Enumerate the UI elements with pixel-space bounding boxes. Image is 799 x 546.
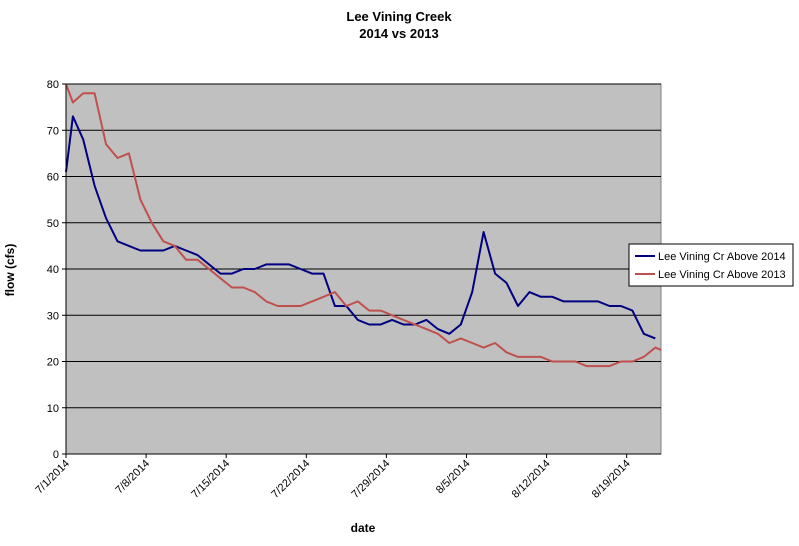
x-tick-label: 7/8/2014 (113, 458, 152, 497)
legend: Lee Vining Cr Above 2014 Lee Vining Cr A… (628, 243, 794, 287)
x-tick-label: 7/1/2014 (33, 458, 72, 497)
series-line-2014 (65, 115, 656, 340)
chart-subtitle: 2014 vs 2013 (359, 26, 439, 41)
y-tick-label: 30 (47, 310, 59, 322)
x-tick-label: 8/19/2014 (590, 458, 633, 501)
y-tick-label: 80 (47, 79, 59, 91)
chart-title: Lee Vining Creek (346, 9, 452, 24)
y-tick-label: 70 (47, 125, 59, 137)
y-axis-ticks: 0 10 20 30 40 50 60 70 80 (47, 79, 66, 461)
x-axis-ticks: 7/1/2014 7/8/2014 7/15/2014 7/22/2014 7/29/2… (33, 454, 633, 501)
y-tick-label: 40 (47, 264, 59, 276)
y-tick-label: 0 (53, 449, 59, 461)
x-axis-label: date (351, 521, 376, 535)
y-tick-label: 20 (47, 357, 59, 369)
legend-box (628, 243, 794, 287)
x-tick-label: 7/15/2014 (189, 458, 232, 501)
y-tick-label: 10 (47, 403, 59, 415)
x-tick-label: 8/5/2014 (434, 458, 473, 497)
series-line-2013 (65, 83, 662, 368)
x-tick-label: 7/29/2014 (349, 458, 392, 501)
legend-label-2013: Lee Vining Cr Above 2013 (658, 269, 786, 281)
legend-label-2014: Lee Vining Cr Above 2014 (658, 251, 786, 263)
series-lines (65, 83, 662, 368)
x-tick-label: 8/12/2014 (510, 458, 553, 501)
y-tick-label: 50 (47, 218, 59, 230)
y-tick-label: 60 (47, 172, 59, 184)
x-tick-label: 7/22/2014 (269, 458, 312, 501)
y-axis-label: flow (cfs) (3, 244, 17, 297)
